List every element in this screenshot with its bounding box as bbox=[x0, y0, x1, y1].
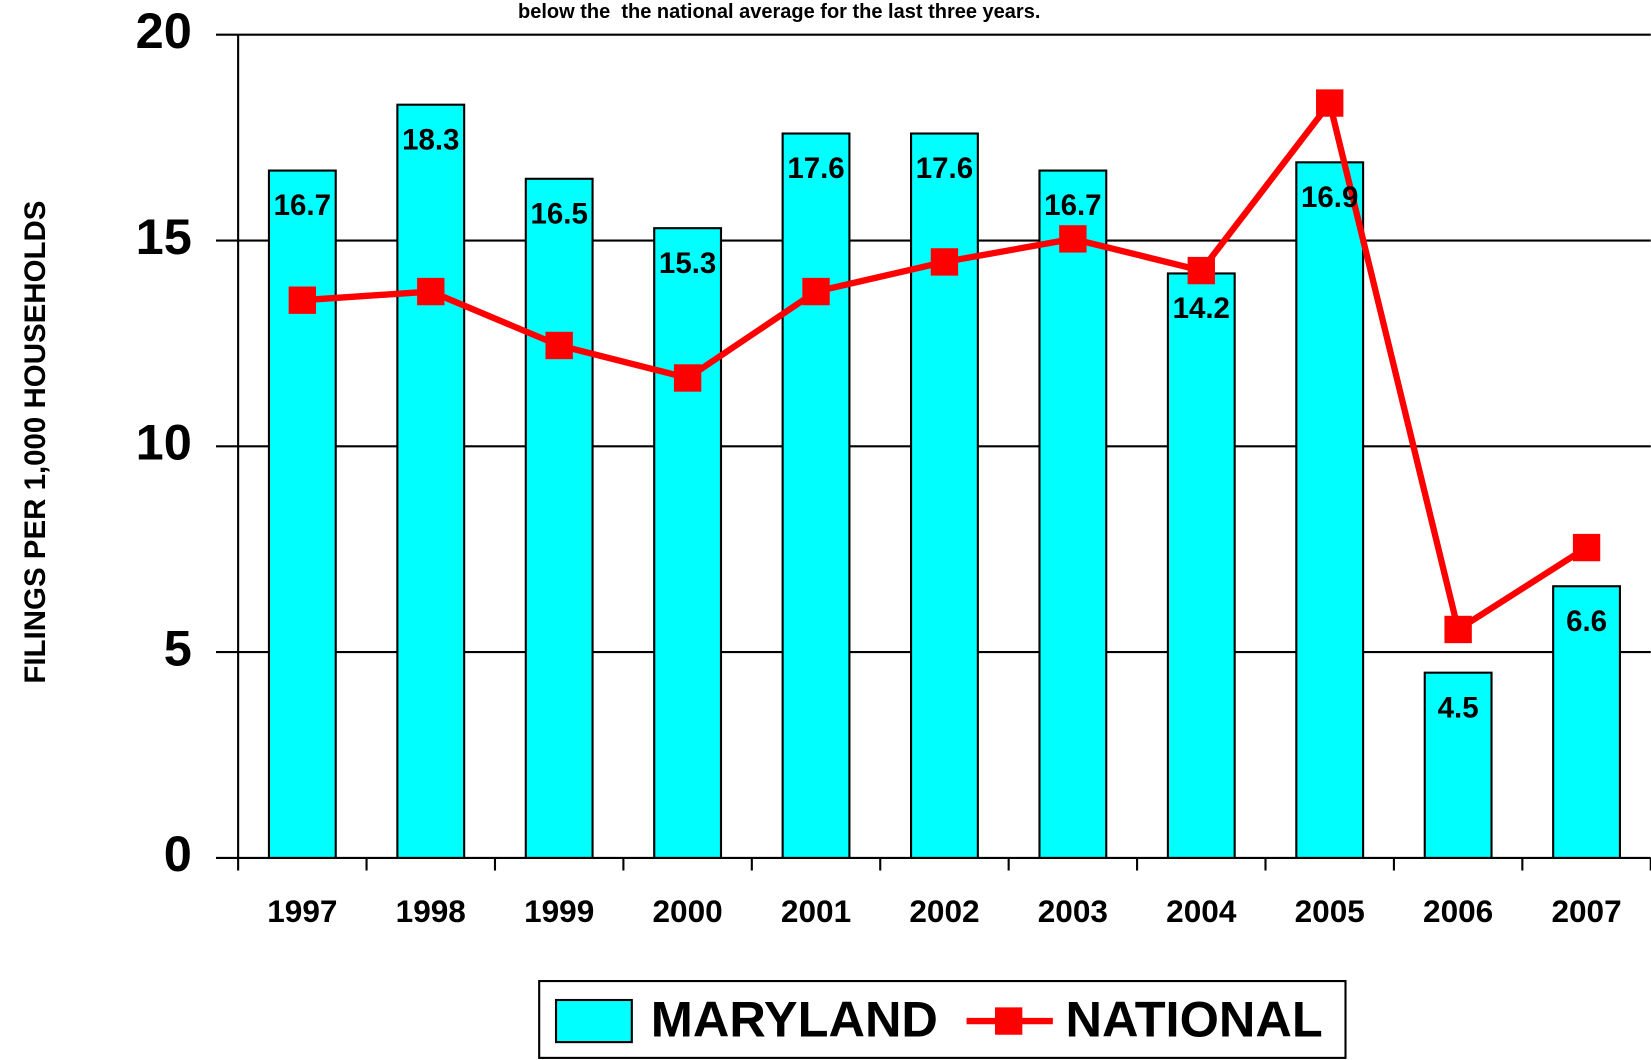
legend-marker bbox=[994, 1007, 1023, 1035]
marker bbox=[1187, 256, 1215, 285]
bar bbox=[653, 227, 723, 859]
bar bbox=[1552, 585, 1621, 859]
bar bbox=[1166, 272, 1236, 859]
x-tick-label: 2000 bbox=[652, 893, 722, 929]
marker bbox=[1572, 533, 1601, 562]
y-tick-label: 20 bbox=[136, 2, 192, 59]
x-tick-label: 2006 bbox=[1423, 893, 1493, 929]
bar bbox=[524, 177, 594, 859]
x-tick-label: 2003 bbox=[1038, 893, 1108, 929]
y-tick-label: 5 bbox=[164, 619, 192, 676]
marker bbox=[1316, 89, 1344, 117]
y-tick-label: 0 bbox=[164, 825, 192, 882]
bar bbox=[1038, 169, 1108, 859]
data-label: 17.6 bbox=[787, 152, 844, 185]
data-label: 16.7 bbox=[1044, 189, 1101, 222]
data-label: 18.3 bbox=[402, 123, 459, 156]
x-tick-label: 2001 bbox=[781, 893, 851, 929]
data-label: 6.6 bbox=[1566, 605, 1607, 638]
y-tick-label: 10 bbox=[136, 414, 192, 471]
marker bbox=[1059, 225, 1087, 253]
x-tick-label: 2005 bbox=[1295, 893, 1365, 929]
marker bbox=[288, 286, 317, 314]
data-label: 15.3 bbox=[659, 247, 716, 280]
data-label: 16.9 bbox=[1301, 181, 1358, 214]
marker bbox=[417, 277, 445, 306]
data-label: 17.6 bbox=[916, 152, 973, 185]
x-tick-label: 1999 bbox=[524, 893, 594, 929]
bar bbox=[396, 103, 466, 859]
y-axis-label: FILINGS PER 1,000 HOUSEHOLDS bbox=[19, 201, 52, 684]
bar bbox=[910, 132, 979, 859]
bar bbox=[1423, 671, 1493, 859]
x-tick-label: 2004 bbox=[1166, 893, 1237, 929]
marker bbox=[802, 277, 830, 306]
x-tick-label: 1998 bbox=[396, 893, 466, 929]
data-label: 16.7 bbox=[274, 189, 331, 222]
marker bbox=[673, 364, 702, 392]
x-tick-label: 2002 bbox=[909, 893, 979, 929]
legend-label: NATIONAL bbox=[1066, 991, 1323, 1048]
data-label: 16.5 bbox=[531, 197, 588, 230]
y-tick-label: 15 bbox=[136, 208, 192, 265]
legend-box bbox=[538, 979, 1347, 1059]
data-label: 4.5 bbox=[1438, 691, 1479, 724]
marker bbox=[545, 331, 573, 360]
x-tick-label: 1997 bbox=[267, 893, 337, 929]
bar bbox=[781, 132, 851, 859]
bar bbox=[267, 169, 337, 859]
chart-subtitle: below the the national average for the l… bbox=[518, 1, 1040, 23]
x-tick-label: 2007 bbox=[1551, 893, 1621, 929]
marker bbox=[930, 248, 959, 276]
marker bbox=[1444, 615, 1472, 644]
data-label: 14.2 bbox=[1173, 292, 1230, 325]
legend-label: MARYLAND bbox=[651, 991, 938, 1048]
legend-swatch bbox=[554, 998, 633, 1044]
bar bbox=[1295, 161, 1365, 859]
